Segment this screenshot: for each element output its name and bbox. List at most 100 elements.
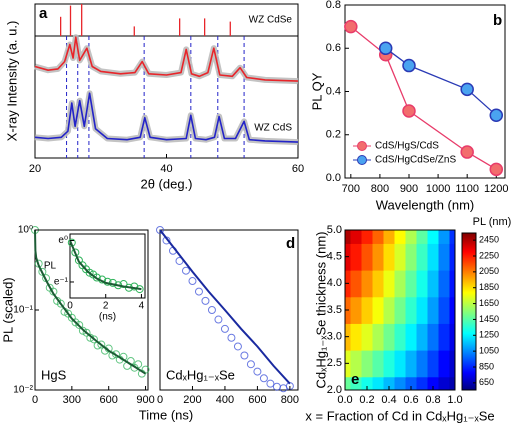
data-point	[194, 287, 203, 296]
series-line	[385, 47, 497, 116]
y-tick-label: 10⁰	[18, 225, 33, 236]
colorbar-tick-label: 2250	[479, 250, 499, 260]
heatmap-cell	[394, 230, 407, 244]
heatmap-cell	[427, 323, 440, 351]
y-tick-label: 10⁻²	[13, 385, 33, 396]
heatmap-cell	[345, 230, 352, 244]
data-point	[201, 296, 210, 305]
y-tick-label: 0.0	[326, 172, 341, 184]
data-point	[89, 335, 98, 344]
heatmap-cell	[394, 243, 407, 271]
data-point	[266, 379, 275, 388]
colorbar-tick-label: 2050	[479, 266, 499, 276]
heatmap-cell	[361, 376, 374, 390]
heatmap-cell	[405, 296, 418, 324]
data-point	[402, 104, 416, 118]
inset-y-label: PL	[44, 261, 57, 272]
y-axis-label: CdₓHg₁₋ₓSe thickness (nm)	[313, 231, 328, 388]
legend-label: WZ CdS	[254, 123, 292, 134]
heatmap-cell	[372, 323, 385, 351]
heatmap-cell	[438, 376, 451, 390]
colorbar-tick-label: 850	[479, 361, 494, 371]
panel-label: a	[39, 5, 48, 22]
data-point	[253, 367, 262, 376]
data-point	[402, 58, 416, 73]
x-tick-label: 1.0	[447, 394, 462, 406]
fit-line	[34, 229, 147, 375]
data-point	[97, 340, 106, 349]
heatmap-cell	[350, 296, 363, 324]
y-axis-label: PL QY	[309, 72, 324, 110]
heatmap-cell	[449, 350, 455, 378]
series-label: HgS	[41, 367, 67, 382]
heatmap-cell	[383, 350, 396, 378]
data-point	[460, 82, 474, 97]
heatmap-cell	[427, 230, 440, 244]
data-point	[75, 320, 84, 329]
y-tick-label: 0.6	[326, 42, 341, 54]
y-tick-label: 5.0	[327, 224, 342, 236]
fit-line	[159, 229, 291, 385]
x-tick-label: 0.8	[425, 394, 440, 406]
heatmap-cell	[394, 376, 407, 390]
heatmap-cell	[416, 323, 429, 351]
heatmap-cell	[449, 270, 455, 298]
legend-label: CdS/HgCdSe/ZnS	[375, 155, 456, 166]
x-tick-label: 1200	[484, 183, 508, 195]
x-tick-label: 0	[32, 394, 38, 406]
legend-label: CdS/HgS/CdS	[375, 141, 439, 152]
heatmap-cell	[449, 323, 455, 351]
heatmap-cell	[361, 243, 374, 271]
x-tick-label: 400	[216, 394, 234, 406]
data-point	[489, 162, 504, 177]
heatmap-cell	[372, 270, 385, 298]
inset-point	[92, 273, 101, 282]
heatmap-cell	[383, 270, 396, 298]
data-point	[240, 351, 249, 360]
heatmap-cell	[383, 296, 396, 324]
x-tick-label: 600	[100, 394, 118, 406]
heatmap-cell	[449, 243, 455, 271]
heatmap-cell	[394, 296, 407, 324]
x-tick-label: 2	[103, 301, 109, 312]
heatmap-cell	[361, 230, 374, 244]
heatmap-cell	[438, 323, 451, 351]
heatmap-cell	[350, 376, 363, 390]
data-point	[246, 360, 255, 369]
heatmap-cell	[438, 243, 451, 271]
heatmap-cell	[405, 230, 418, 244]
x-tick-label: 900	[136, 394, 154, 406]
heatmap-cell	[438, 270, 451, 298]
y-axis-label: PL (scaled)	[0, 277, 15, 342]
data-point	[220, 324, 229, 333]
colorbar-tick-label: 1850	[479, 282, 499, 292]
heatmap-cell	[372, 230, 385, 244]
data-point	[460, 145, 474, 159]
x-axis-label: x = Fraction of Cd in CdₓHg₁₋ₓSe	[305, 408, 494, 423]
data-point	[259, 374, 268, 383]
data-point	[156, 226, 164, 234]
x-tick-label: 40	[160, 163, 172, 175]
plot-frame	[159, 229, 299, 391]
x-tick-label: 4	[139, 301, 145, 312]
y-tick-label: 2.0	[327, 384, 342, 396]
colorbar-tick-label: 1050	[479, 346, 499, 356]
heatmap-cell	[350, 270, 363, 298]
x-tick-label: 800	[281, 394, 299, 406]
inset-x-label: (ns)	[99, 312, 116, 323]
data-point	[207, 306, 216, 314]
heatmap-cell	[449, 296, 455, 324]
data-point	[227, 333, 236, 342]
data-point	[181, 266, 190, 275]
heatmap-cell	[361, 323, 374, 351]
heatmap-cell	[383, 243, 396, 271]
x-tick-label: 300	[63, 394, 81, 406]
x-tick-label: 200	[183, 394, 201, 406]
heatmap-cell	[405, 270, 418, 298]
heatmap-cell	[427, 243, 440, 271]
heatmap-cell	[416, 270, 429, 298]
colorbar-tick-label: 1650	[479, 298, 499, 308]
legend-marker	[357, 155, 367, 165]
colorbar-tick-label: 1250	[479, 330, 499, 340]
